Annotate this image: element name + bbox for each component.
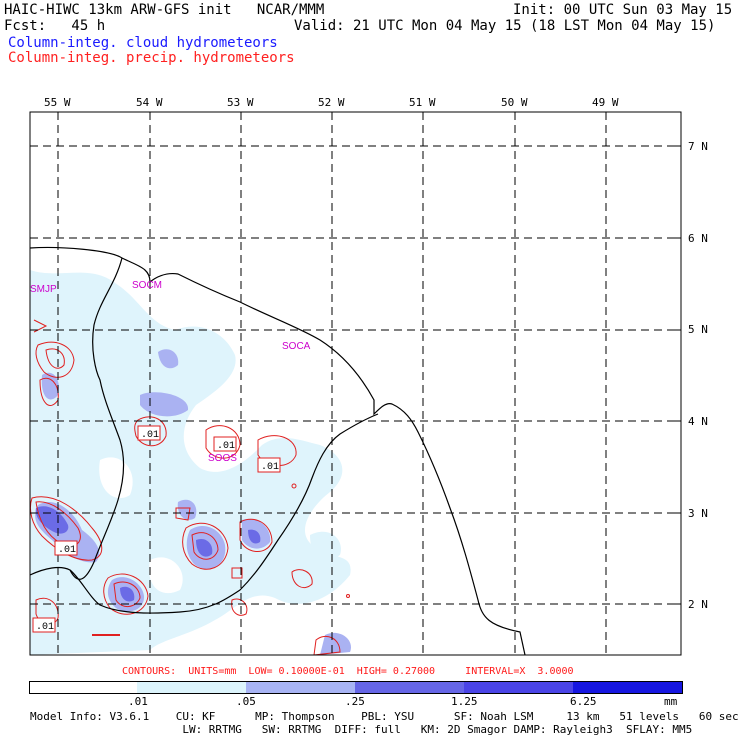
cloud-field-label: Column-integ. cloud hydrometeors <box>8 35 278 51</box>
forecast-hour: Fcst: 45 h <box>4 18 106 34</box>
coastline <box>30 246 526 655</box>
map-frame <box>29 111 682 656</box>
contour-label: .01 <box>58 545 76 556</box>
lon-label: 53 W <box>227 96 254 109</box>
title-line: HAIC-HIWC 13km ARW-GFS init NCAR/MMM <box>4 2 325 18</box>
colorbar <box>29 681 683 694</box>
lon-label: 52 W <box>318 96 345 109</box>
axis-ticks <box>57 112 681 605</box>
station-label: SOCM <box>132 280 162 291</box>
contour-label: .01 <box>141 430 159 441</box>
lon-label: 49 W <box>592 96 619 109</box>
lat-lon-grid <box>30 112 681 655</box>
contour-label: .01 <box>261 462 279 473</box>
lon-label: 51 W <box>409 96 436 109</box>
contour-label: .01 <box>36 622 54 633</box>
colorbar-unit: mm <box>664 695 678 708</box>
lat-label: 3 N <box>688 507 708 520</box>
colorbar-segment <box>30 682 137 693</box>
colorbar-segment <box>573 682 682 693</box>
station-label: SOCA <box>282 341 311 352</box>
contours-info: CONTOURS: UNITS=mm LOW= 0.10000E-01 HIGH… <box>122 666 574 677</box>
lon-label: 50 W <box>501 96 528 109</box>
colorbar-tick: 1.25 <box>451 695 478 708</box>
station-label: SOOS <box>208 453 237 464</box>
init-time: Init: 00 UTC Sun 03 May 15 <box>513 2 733 18</box>
model-info-line2: LW: RRTMG SW: RRTMG DIFF: full KM: 2D Sm… <box>30 723 693 736</box>
colorbar-tick: .01 <box>128 695 148 708</box>
station-label: SMJP <box>30 284 57 295</box>
lat-label: 4 N <box>688 415 708 428</box>
colorbar-segment <box>137 682 246 693</box>
contour-label: .01 <box>217 441 235 452</box>
lon-label: 54 W <box>136 96 163 109</box>
colorbar-tick: .25 <box>345 695 365 708</box>
colorbar-tick: .05 <box>236 695 256 708</box>
lat-label: 7 N <box>688 140 708 153</box>
colorbar-tick: 6.25 <box>570 695 597 708</box>
colorbar-segment <box>464 682 573 693</box>
precip-field-label: Column-integ. precip. hydrometeors <box>8 50 295 66</box>
lat-label: 2 N <box>688 598 708 611</box>
contour-label-boxes <box>32 425 281 633</box>
lat-label: 5 N <box>688 323 708 336</box>
model-info-line1: Model Info: V3.6.1 CU: KF MP: Thompson P… <box>30 710 739 723</box>
lon-label: 55 W <box>44 96 71 109</box>
valid-time: Valid: 21 UTC Mon 04 May 15 (18 LST Mon … <box>294 18 716 34</box>
lat-label: 6 N <box>688 232 708 245</box>
colorbar-segment <box>355 682 464 693</box>
shaded-field <box>30 270 351 655</box>
colorbar-segment <box>246 682 355 693</box>
